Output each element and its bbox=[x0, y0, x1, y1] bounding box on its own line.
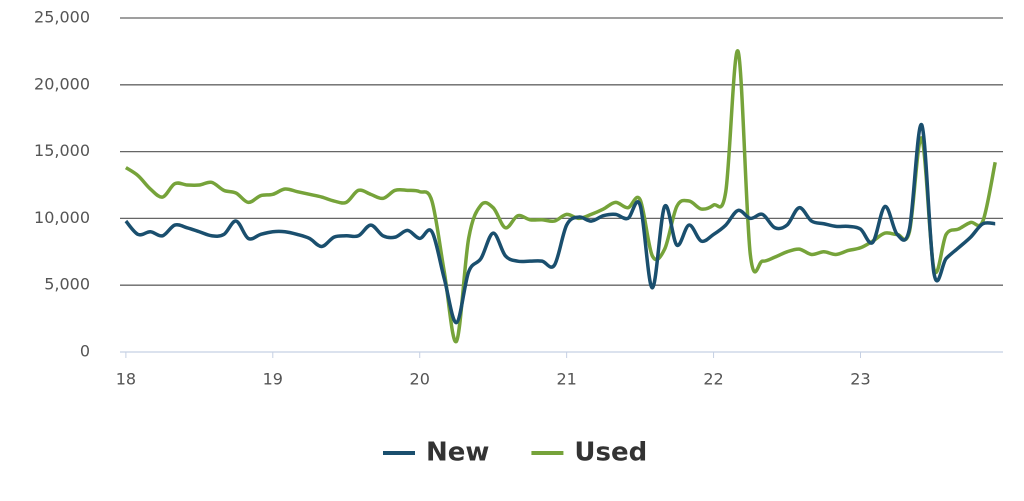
y-tick-label: 20,000 bbox=[34, 74, 90, 93]
y-tick-label: 15,000 bbox=[34, 141, 90, 160]
y-tick-label: 25,000 bbox=[34, 8, 90, 27]
x-tick-label: 18 bbox=[116, 370, 136, 389]
x-tick-label: 21 bbox=[556, 370, 576, 389]
x-tick-label: 22 bbox=[703, 370, 723, 389]
x-tick-label: 20 bbox=[410, 370, 430, 389]
x-tick-label: 23 bbox=[850, 370, 870, 389]
y-tick-label: 10,000 bbox=[34, 208, 90, 227]
x-tick-label: 19 bbox=[263, 370, 283, 389]
line-series bbox=[124, 123, 996, 325]
legend-text: New bbox=[426, 438, 489, 468]
y-tick-label: 0 bbox=[80, 342, 90, 361]
line-series bbox=[124, 49, 997, 344]
legend-text: Used bbox=[574, 438, 647, 468]
y-tick-label: 5,000 bbox=[44, 275, 90, 294]
